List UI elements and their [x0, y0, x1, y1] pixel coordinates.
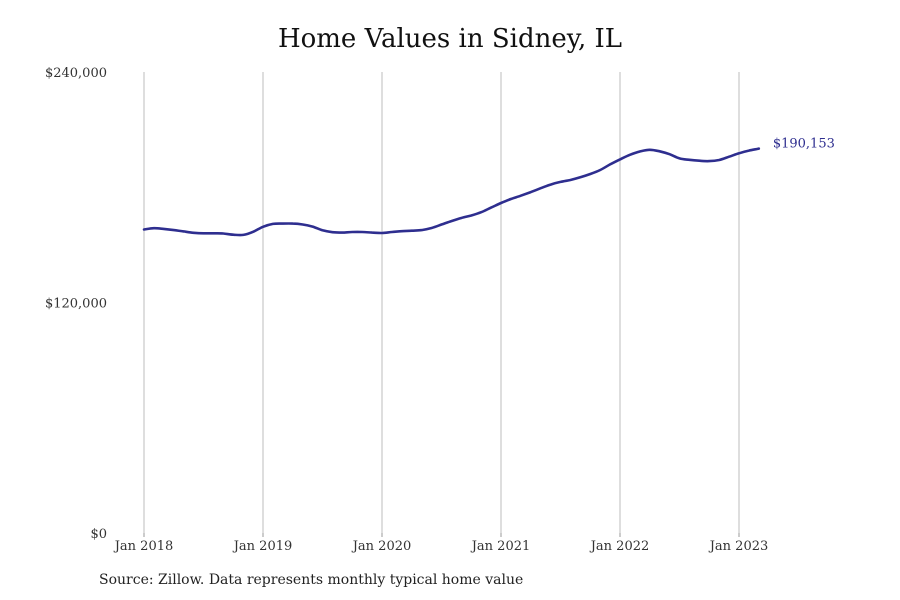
x-tick-label: Jan 2020 — [351, 539, 412, 554]
x-tick-label: Jan 2023 — [708, 539, 769, 554]
chart-title: Home Values in Sidney, IL — [277, 24, 623, 54]
y-tick-label: $0 — [90, 527, 107, 542]
x-tick-label: Jan 2022 — [589, 539, 650, 554]
x-axis-tick-labels: Jan 2018 Jan 2019 Jan 2020 Jan 2021 Jan 2022… — [113, 539, 769, 554]
x-tick-label: Jan 2018 — [113, 539, 174, 554]
y-axis-tick-labels: $240,000 $120,000 $0 — [45, 66, 107, 542]
last-value-label: $190,153 — [773, 137, 835, 152]
x-tick-label: Jan 2021 — [470, 539, 531, 554]
source-note: Source: Zillow. Data represents monthly … — [99, 572, 524, 588]
y-tick-label: $120,000 — [45, 297, 107, 312]
y-tick-label: $240,000 — [45, 66, 107, 81]
gridlines — [143, 72, 740, 537]
x-tick-label: Jan 2019 — [232, 539, 293, 554]
home-value-series-line — [142, 147, 761, 237]
